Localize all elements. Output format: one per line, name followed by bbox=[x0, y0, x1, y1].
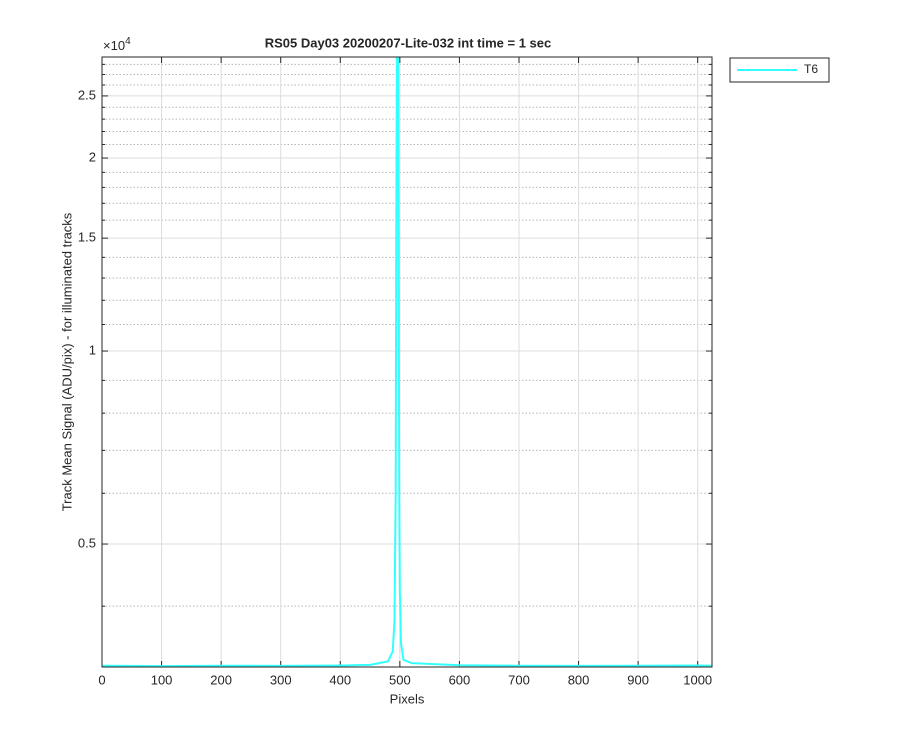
x-tick-label: 800 bbox=[568, 672, 590, 687]
y-tick-label: 0.5 bbox=[78, 535, 96, 550]
y-tick-label: 2.5 bbox=[78, 87, 96, 102]
x-tick-label: 0 bbox=[98, 672, 105, 687]
x-tick-label: 400 bbox=[329, 672, 351, 687]
x-tick-label: 900 bbox=[627, 672, 649, 687]
series-line bbox=[102, 57, 712, 667]
x-tick-label: 100 bbox=[151, 672, 173, 687]
legend-label: T6 bbox=[804, 62, 818, 76]
x-axis-label: Pixels bbox=[390, 691, 425, 706]
x-tick-label: 600 bbox=[449, 672, 471, 687]
x-tick-label: 500 bbox=[389, 672, 411, 687]
y-axis-label: Track Mean Signal (ADU/pix) - for illumi… bbox=[59, 212, 74, 511]
y-exponent-power: 4 bbox=[125, 36, 131, 47]
y-exponent-base: ×10 bbox=[103, 38, 125, 53]
chart-title: RS05 Day03 20200207-Lite-032 int time = … bbox=[265, 35, 552, 50]
y-tick-label: 1 bbox=[89, 342, 96, 357]
plot-lines bbox=[102, 57, 712, 667]
plot-area bbox=[102, 57, 712, 667]
y-tick-label: 1.5 bbox=[78, 230, 96, 245]
y-exponent: ×104 bbox=[103, 36, 131, 54]
x-tick-label: 300 bbox=[270, 672, 292, 687]
x-tick-label: 700 bbox=[508, 672, 530, 687]
axes-box bbox=[101, 56, 713, 668]
y-tick-label: 2 bbox=[89, 149, 96, 164]
x-tick-label: 200 bbox=[210, 672, 232, 687]
x-tick-label: 1000 bbox=[683, 672, 712, 687]
